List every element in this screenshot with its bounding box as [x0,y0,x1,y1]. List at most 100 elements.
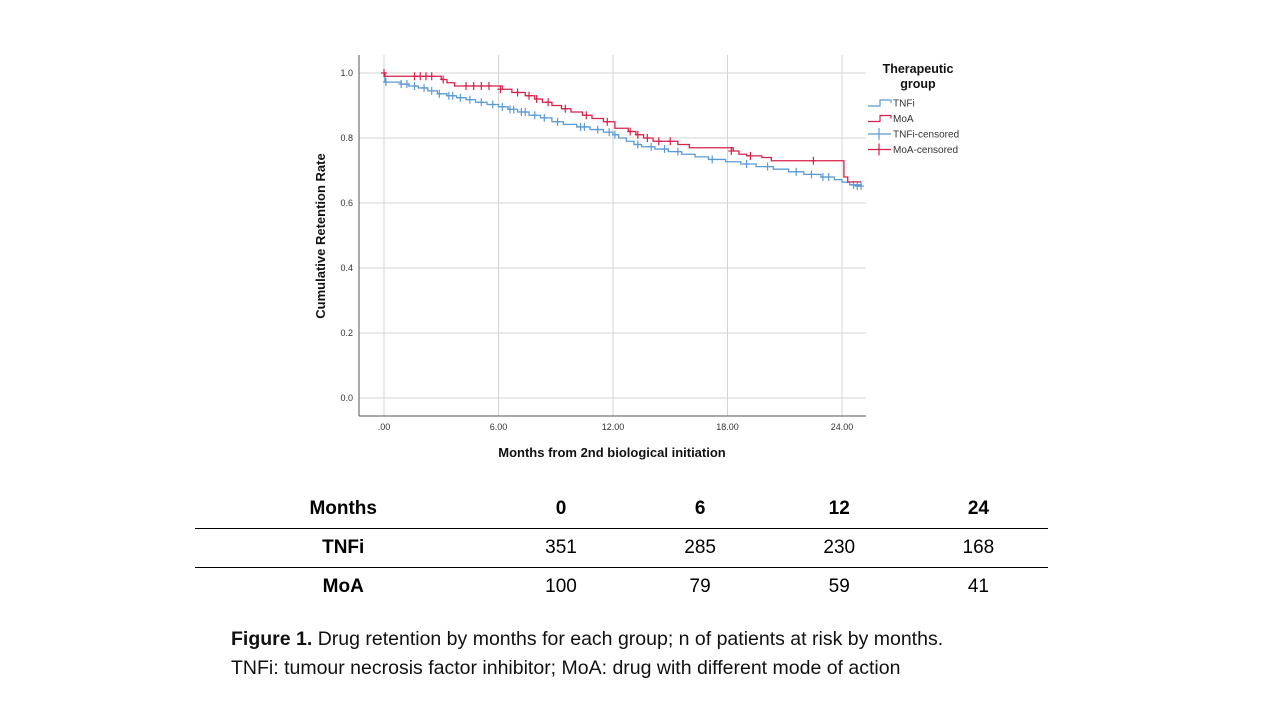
risk-table-col-12: 12 [769,490,909,529]
risk-table-col-6: 6 [630,490,770,529]
x-tick-label: 18.00 [716,422,739,432]
moa-censor-mark [381,69,387,77]
moa-censor-mark [583,111,590,120]
moa-censor-mark [526,91,533,100]
y-tick-label: 0.8 [340,133,353,143]
tnfi-censor-mark [398,80,405,89]
moa-censor-mark [728,147,735,155]
tnfi-censor-mark [510,105,517,114]
moa-censor-mark [627,127,634,136]
legend-swatch-step-icon [868,114,892,123]
caption-line-1-text: Drug retention by months for each group;… [312,628,944,650]
moa-censor-mark [428,72,435,81]
caption-figure-label: Figure 1. [231,628,313,650]
risk-cell: 285 [630,528,770,568]
risk-row-label: MoA [322,576,364,597]
series-layer [381,69,865,191]
tnfi-censor-mark [709,155,716,164]
axes [358,55,866,417]
tnfi-censor-mark [554,117,561,126]
tnfi-censor-mark [808,170,815,179]
legend-title-line2: group [900,77,936,91]
tnfi-censor-mark [819,173,826,181]
tnfi-censor-mark [499,102,506,111]
moa-censor-mark [747,151,754,160]
tnfi-censor-mark [743,160,750,168]
tnfi-step-line [384,72,862,187]
y-tick-label: 1.0 [340,68,353,78]
moa-censor-mark [422,72,429,81]
x-tick-label: 6.00 [490,422,508,432]
risk-cell: 41 [967,576,989,597]
moa-censor-mark [655,137,662,146]
risk-table-header-label: Months [195,490,492,529]
moa-censor-mark [634,130,641,139]
tnfi-censor-mark [661,145,668,154]
tnfi-censor-mark [634,140,641,149]
tnfi-censor-mark [428,86,435,95]
x-tick-label: 12.00 [602,422,625,432]
y-axis-title: Cumulative Retention Rate [313,153,328,318]
moa-censor-mark [667,137,674,146]
tnfi-censor-mark [606,128,613,137]
y-tick-label: 0.6 [340,198,353,208]
x-tick-label: 24.00 [831,422,854,432]
x-axis-title: Months from 2nd biological initiation [498,445,726,460]
tnfi-censor-mark [382,78,389,87]
figure-caption: Figure 1. Drug retention by months for e… [231,625,943,683]
risk-table-row-tnfi: TNFi 351 285 230 168 [195,528,1048,568]
moa-censor-mark [485,82,492,90]
tnfi-censor-mark [648,142,655,151]
legend-title-line1: Therapeutic [883,62,954,76]
legend-swatch-step-icon [868,99,892,107]
legend-label: MoA [893,114,914,125]
legend-entry-moa-censored: MoA-censored [868,143,958,156]
moa-censor-mark [417,72,424,81]
y-tick-label: 0.0 [340,393,353,403]
risk-cell: 100 [545,576,577,597]
tnfi-censor-mark [478,98,485,107]
risk-table-header: Months 0 6 12 24 [195,490,1048,529]
legend-entry-tnfi-censored: TNFi-censored [868,128,959,141]
moa-censor-mark [604,117,611,126]
tnfi-censor-mark [858,182,865,191]
tnfi-censor-mark [825,173,832,181]
km-chart: 0.0 0.2 0.4 0.6 0.8 1.0 .00 6.00 12.00 18.00 24.0… [313,55,959,460]
tnfi-censor-mark [581,122,588,131]
legend-entry-tnfi: TNFi [868,99,915,110]
moa-censor-mark [463,82,470,90]
tnfi-censor-mark [793,167,800,176]
moa-step-line [384,72,862,183]
risk-cell: 351 [491,528,631,568]
tnfi-censor-mark [489,100,496,109]
risk-cell: 79 [689,576,711,597]
legend-label: TNFi-censored [893,130,959,141]
tnfi-censor-mark [611,130,618,139]
caption-line-2: TNFi: tumour necrosis factor inhibitor; … [231,657,901,679]
moa-censor-mark [411,72,418,81]
moa-censor-mark [810,156,817,165]
tnfi-censor-mark [531,111,538,120]
moa-censor-mark [497,85,504,94]
tnfi-censor-mark [411,82,418,90]
tnfi-censor-mark [436,89,443,98]
tnfi-censor-mark [457,93,464,102]
moa-censor-mark [440,75,447,84]
risk-row-label: TNFi [195,528,492,568]
risk-table-col-0: 0 [491,490,631,529]
y-tick-labels: 0.0 0.2 0.4 0.6 0.8 1.0 [340,68,353,403]
caption-line-1: Figure 1. Drug retention by months for e… [231,625,943,654]
risk-cell: 59 [828,576,850,597]
x-tick-labels: .00 6.00 12.00 18.00 24.00 [378,422,854,432]
tnfi-censor-mark [522,108,529,116]
moa-censor-mark [644,134,651,142]
risk-table-col-24: 24 [908,490,1048,529]
tnfi-censor-mark [764,162,771,171]
legend-label: TNFi [893,99,915,110]
y-tick-label: 0.4 [340,263,353,273]
risk-table: Months 0 6 12 24 TNFi 351 285 230 168 Mo… [195,490,1048,606]
tnfi-censor-mark [541,113,548,122]
risk-table-row-moa: MoA 100 79 59 41 [195,568,1048,607]
risk-cell: 230 [769,528,909,568]
moa-censor-mark [478,82,485,90]
